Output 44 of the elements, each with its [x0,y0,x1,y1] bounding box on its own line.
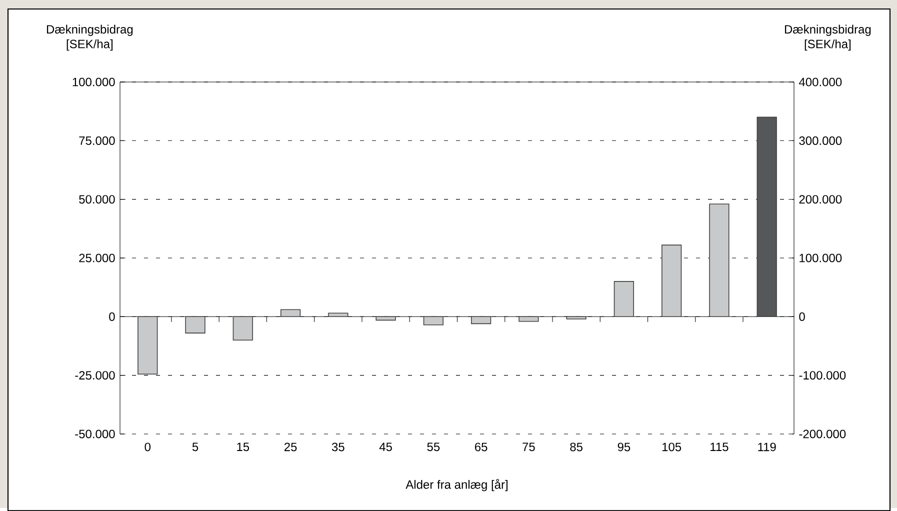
x-tick-label: 15 [237,442,250,451]
bar [662,244,682,317]
x-tick-label: 119 [758,442,776,452]
y2-tick-label: 300.000 [799,136,842,145]
y-tick-label: 25.000 [79,254,115,262]
bar [470,316,492,324]
y-tick-label: -25.000 [75,370,115,380]
bar [280,309,301,317]
x-tick-label: 0 [144,442,151,452]
y-tick-label: -50.000 [75,430,115,438]
y2-tick-label: 200.000 [799,194,842,204]
bar [376,316,396,320]
x-tick-label: 5 [192,442,198,451]
x-tick-label: 75 [522,442,535,451]
y-axis-title: Dækningsbidrag [SEK/ha] [46,24,133,51]
x-tick-label: 25 [284,442,297,452]
bar [423,316,444,326]
y-tick-label: 75.000 [79,136,115,145]
x-tick-label: 95 [618,442,630,452]
x-tick-label: 45 [379,442,392,451]
bar [566,316,586,320]
x-tick-label: 65 [474,442,488,452]
y2-tick-label: 0 [799,312,805,321]
x-tick-label: 85 [570,442,582,452]
y2-tick-label: 400.000 [798,78,842,86]
x-tick-label: 115 [710,442,728,451]
y2-axis-title: Dækningsbidrag [SEK/ha] [785,24,871,51]
bar [709,204,730,317]
bar [185,316,206,334]
x-axis-title: Alder fra anlæg [år] [406,478,508,492]
x-tick-label: 55 [427,442,440,451]
bar [614,280,634,317]
y2-tick-label: 100.000 [800,254,842,262]
bar [518,316,539,322]
y2-tick-label: -200.000 [799,430,846,438]
y-tick-label: 0 [109,312,115,321]
bar [138,316,158,374]
y-tick-label: 100.000 [72,78,115,86]
y2-tick-label: -100.000 [799,370,846,380]
y-tick-label: 50.000 [79,194,115,204]
bar [232,316,253,340]
x-tick-label: 105 [662,442,682,452]
bar [328,312,348,317]
x-tick-label: 35 [332,442,344,452]
